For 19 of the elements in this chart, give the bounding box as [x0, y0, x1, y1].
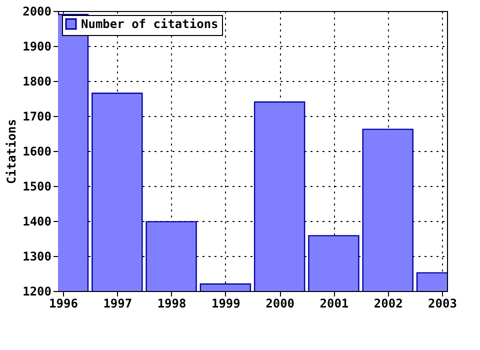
y-tick-label: 1800	[22, 74, 52, 88]
x-tick-label: 2002	[374, 296, 403, 310]
x-tick-label: 2000	[266, 296, 295, 310]
y-tick-label: 1500	[22, 180, 52, 194]
y-tick-label: 1900	[22, 40, 52, 54]
y-tick-label: 1700	[22, 110, 52, 124]
y-tick-label: 1600	[22, 144, 52, 158]
y-tick-label: 1300	[22, 250, 52, 264]
x-tick-label: 2003	[428, 296, 457, 310]
y-tick-label: 1400	[22, 214, 52, 228]
x-tick-label: 1998	[157, 296, 186, 310]
x-tick-label: 1996	[49, 296, 78, 310]
y-tick-label: 1200	[22, 284, 52, 298]
x-tick-label: 2001	[320, 296, 349, 310]
y-tick-label: 2000	[22, 4, 52, 18]
x-tick-label: 1997	[103, 296, 132, 310]
y-axis-title: Citations	[4, 118, 19, 184]
x-tick-label: 1999	[211, 296, 240, 310]
legend-label: Number of citations	[81, 17, 218, 31]
